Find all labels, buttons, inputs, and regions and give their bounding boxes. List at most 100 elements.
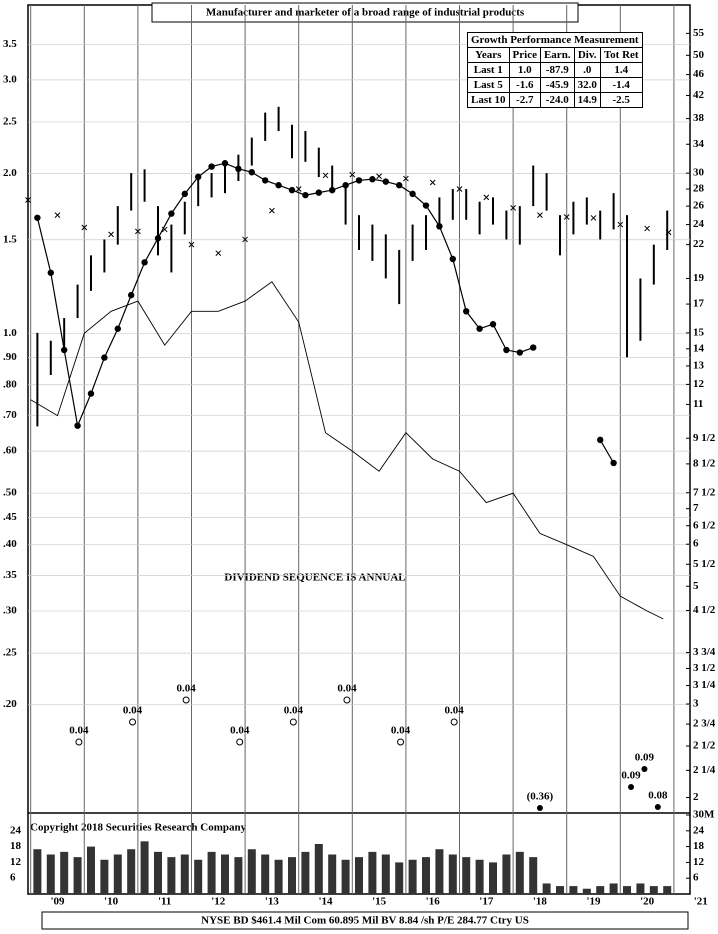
moving-average-point: [242, 236, 248, 243]
plot-frame: [27, 4, 691, 895]
volume-bar: [489, 862, 498, 894]
dividend-point: [397, 738, 405, 746]
volume-bar: [207, 851, 216, 894]
earnings-point: [328, 186, 336, 194]
moving-average-point: [590, 215, 597, 221]
dividend-point: [236, 738, 244, 746]
y2-tick-label: 7: [693, 502, 699, 514]
volume-bar: [261, 854, 270, 894]
earnings-point: [342, 182, 349, 189]
y2-tick-label: 26: [693, 200, 705, 212]
y2-tick-label: 12: [693, 378, 705, 390]
data-label: 0.08: [648, 790, 668, 802]
moving-average-point: [81, 224, 88, 231]
earnings-point: [181, 190, 188, 198]
data-label: (0.36): [527, 791, 554, 803]
earnings-point: [489, 321, 497, 328]
earnings-point: [168, 210, 175, 217]
data-label: 0.04: [445, 705, 465, 717]
earnings-point: [369, 176, 376, 183]
volume-bar: [556, 886, 565, 894]
y2-tick-label: 30: [693, 167, 705, 179]
earnings-line: [36, 162, 615, 464]
moving-average-point: [54, 212, 61, 219]
earnings-point: [628, 784, 635, 790]
y2-tick-label: 17: [693, 298, 705, 310]
table-cell: .0: [573, 62, 601, 78]
volume-bar: [368, 851, 377, 894]
y-tick-label: 2.0: [3, 167, 17, 179]
y-tick-label: .50: [3, 487, 17, 499]
earnings-point: [422, 202, 430, 209]
volume-bar: [395, 862, 404, 894]
earnings-point: [60, 346, 68, 354]
volume-bar: [86, 846, 95, 894]
earnings-point: [208, 163, 215, 170]
volume-bar: [234, 857, 243, 894]
y2-tick-label: 5 1/2: [693, 558, 716, 570]
moving-average-point: [188, 241, 195, 248]
y-tick-label: 2.5: [3, 115, 17, 127]
y2-tick-label: 8 1/2: [693, 457, 716, 469]
volume-bar: [140, 841, 149, 894]
y2-tick-label: 22: [693, 238, 705, 250]
moving-average-point: [295, 186, 302, 192]
earnings-point: [610, 459, 617, 467]
y-tick-label: 3.5: [3, 38, 17, 50]
earnings-point: [288, 186, 296, 194]
data-label: 0.09: [635, 752, 655, 764]
y2-tick-label: 13: [693, 359, 705, 371]
volume-bar: [127, 849, 136, 894]
table-cell: -1.6: [508, 77, 541, 93]
earnings-point: [47, 269, 54, 276]
x-tick-label: '12: [211, 896, 226, 908]
column-header: Div.: [573, 47, 601, 63]
volume-bar: [542, 883, 551, 894]
earnings-point: [275, 182, 282, 189]
x-tick-label: '10: [104, 896, 119, 908]
y-tick-label: .70: [3, 409, 17, 421]
volume-bar: [596, 886, 605, 894]
volume-bar: [435, 849, 444, 894]
earnings-point: [476, 325, 483, 332]
moving-average-point: [537, 212, 543, 219]
table-cell: Last 10: [467, 92, 510, 108]
table-cell: 1.4: [599, 62, 643, 78]
y2-tick-label: 3 1/4: [693, 679, 716, 691]
moving-average-point: [215, 250, 222, 257]
earnings-point: [530, 344, 537, 351]
y2-tick-label: 6 1/2: [693, 519, 716, 531]
y-tick-label: .30: [3, 605, 17, 617]
volume-bar: [301, 851, 310, 894]
volume-bar: [502, 854, 511, 894]
volume-bar: [100, 859, 109, 894]
chart-title: Manufacturer and marketer of a broad ran…: [206, 7, 525, 19]
dividend-point: [129, 718, 137, 726]
volume-bar: [194, 859, 203, 894]
volume-bar: [462, 857, 471, 894]
earnings-point: [34, 214, 41, 221]
x-tick-label: '09: [50, 896, 65, 908]
volume-bar: [475, 859, 484, 894]
table-cell: Last 5: [467, 77, 510, 93]
earnings-point: [127, 291, 135, 299]
y2-tick-label: 14: [693, 342, 705, 354]
table-cell: 32.0: [573, 77, 601, 93]
y-tick-label: .60: [3, 445, 17, 457]
y-tick-label: .25: [3, 647, 17, 659]
y2-tick-label: 2: [693, 791, 699, 803]
y-tick-label: 3.0: [3, 73, 17, 85]
dividend-point: [182, 696, 190, 704]
earnings-point: [235, 165, 242, 173]
volume-bar: [113, 854, 122, 894]
moving-average-point: [429, 179, 436, 186]
x-tick-label: '11: [158, 896, 171, 908]
volume-bar: [287, 857, 296, 894]
x-tick-label: '13: [265, 896, 280, 908]
volume-bar: [167, 857, 176, 894]
dividend-point: [450, 718, 458, 726]
volume-bar: [314, 843, 323, 894]
volume-bar: [46, 854, 55, 894]
y2-tick-label: 15: [693, 326, 705, 338]
